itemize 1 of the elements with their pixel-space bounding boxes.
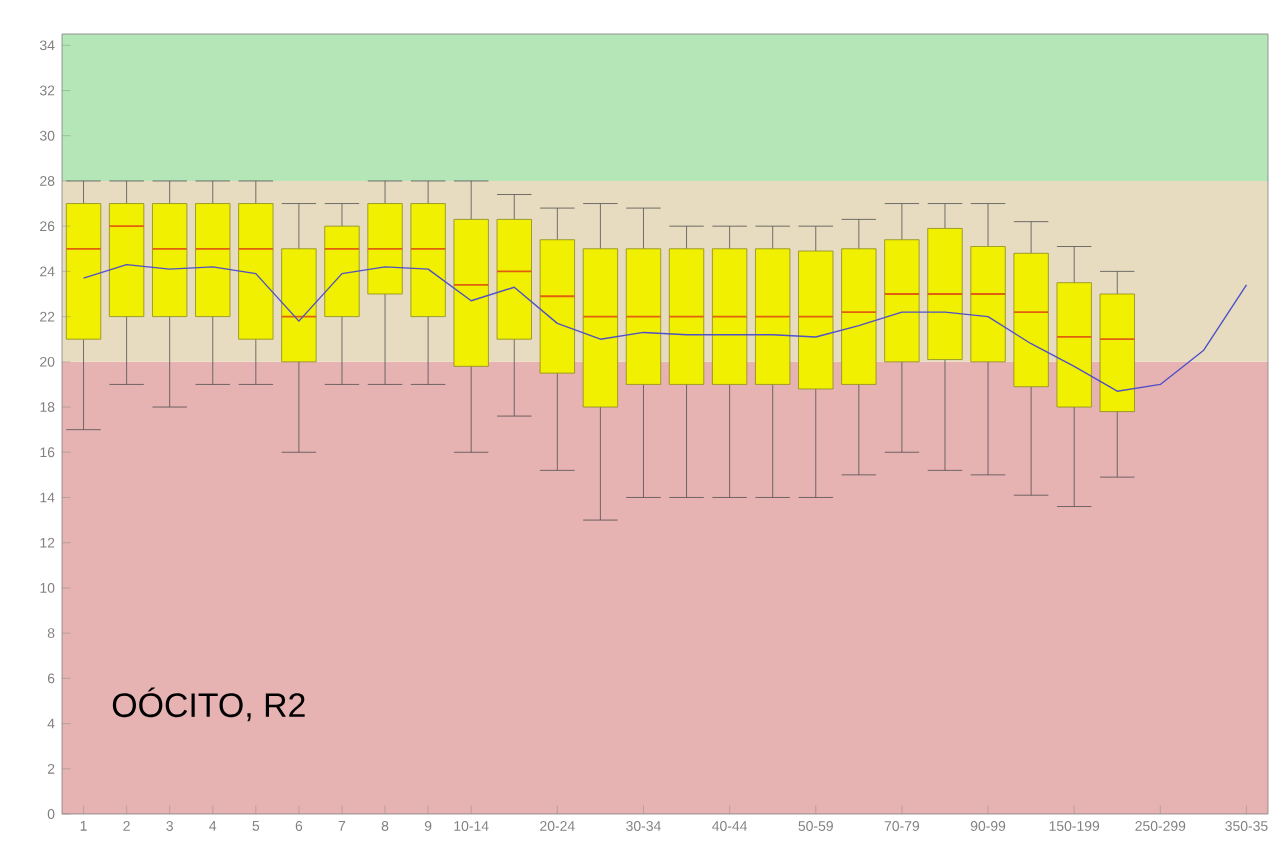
- annotation: OÓCITO, R2: [112, 687, 305, 722]
